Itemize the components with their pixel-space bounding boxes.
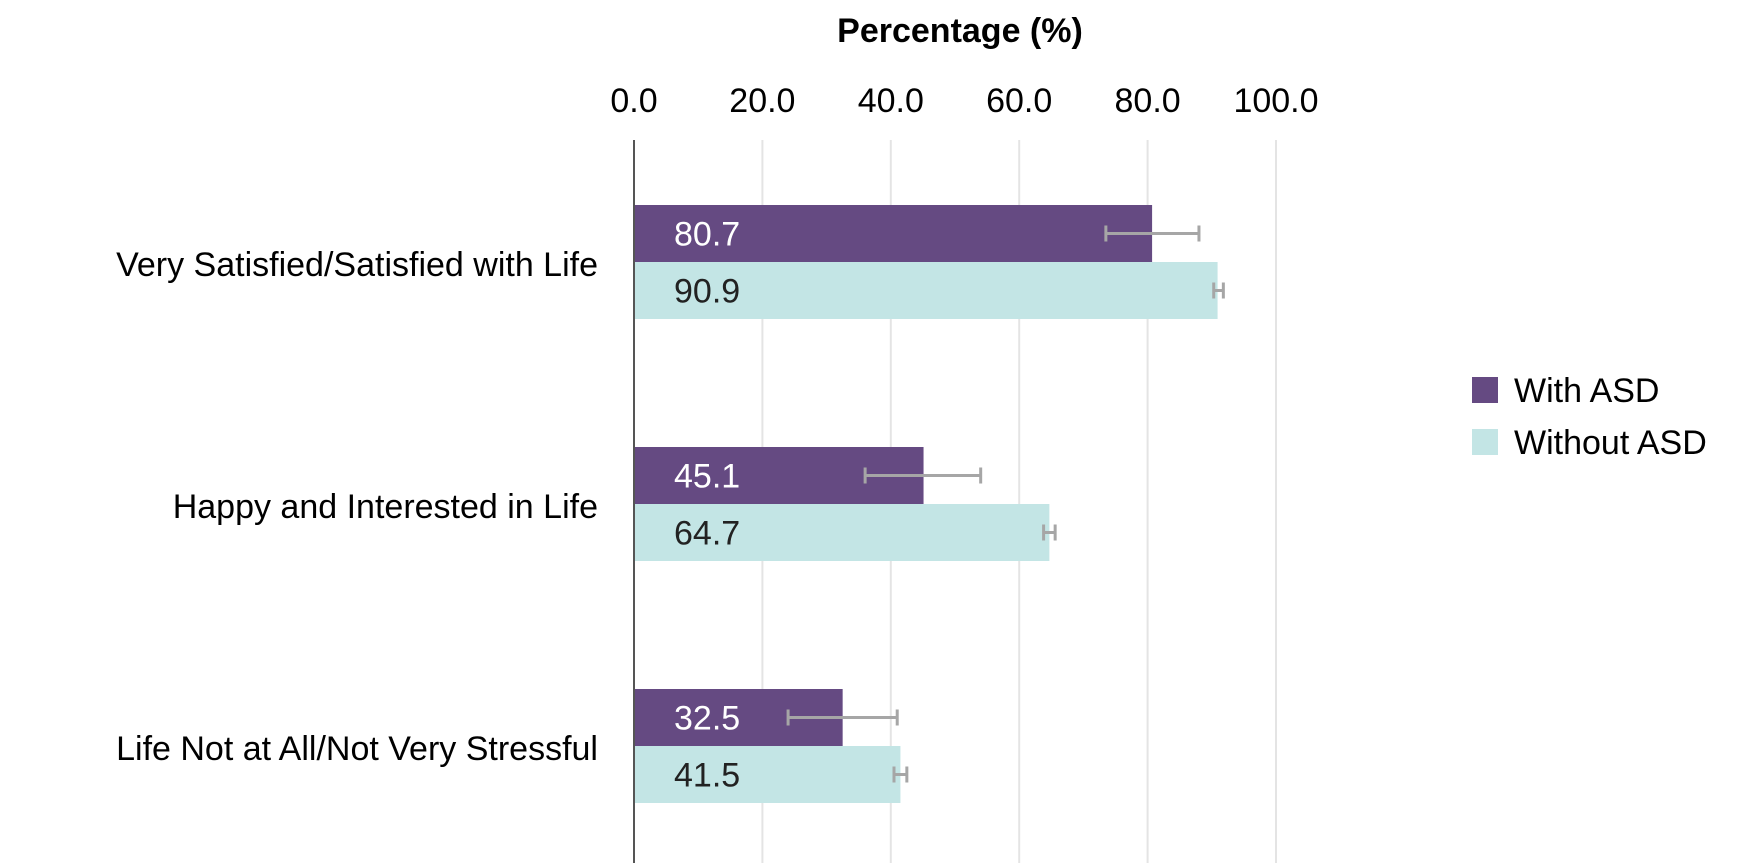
error-bar (892, 766, 909, 783)
bar (634, 262, 1218, 319)
legend-swatch (1472, 429, 1498, 455)
data-label: 90.9 (674, 273, 740, 311)
data-label: 32.5 (674, 700, 740, 738)
x-tick-label: 80.0 (1115, 82, 1181, 120)
x-tick-label: 60.0 (986, 82, 1052, 120)
data-label: 64.7 (674, 515, 740, 553)
x-tick-label: 0.0 (610, 82, 657, 120)
category-label: Life Not at All/Not Very Stressful (116, 730, 598, 768)
data-label: 45.1 (674, 458, 740, 496)
data-label: 80.7 (674, 216, 740, 254)
x-axis-title: Percentage (%) (837, 12, 1083, 50)
legend-swatch (1472, 377, 1498, 403)
legend-label: Without ASD (1514, 424, 1707, 462)
category-label: Very Satisfied/Satisfied with Life (116, 246, 598, 284)
error-bar (1042, 524, 1057, 541)
bar (634, 504, 1050, 561)
error-bar (786, 709, 899, 726)
error-bar (863, 467, 983, 484)
category-labels: Very Satisfied/Satisfied with Life Happy … (116, 246, 598, 768)
error-bar (1104, 225, 1201, 242)
error-bar (1212, 282, 1225, 299)
bars: 80.7 90.9 45.1 64.7 32.5 41.5 (634, 205, 1225, 803)
data-label: 41.5 (674, 757, 740, 795)
bar (634, 746, 901, 803)
x-tick-labels: 0.0 20.0 40.0 60.0 80.0 100.0 (610, 82, 1318, 120)
x-tick-label: 40.0 (858, 82, 924, 120)
category-label: Happy and Interested in Life (173, 488, 598, 526)
legend: With ASD Without ASD (1472, 372, 1707, 462)
bar (634, 205, 1153, 262)
x-tick-label: 100.0 (1233, 82, 1318, 120)
x-tick-label: 20.0 (729, 82, 795, 120)
legend-label: With ASD (1514, 372, 1659, 410)
